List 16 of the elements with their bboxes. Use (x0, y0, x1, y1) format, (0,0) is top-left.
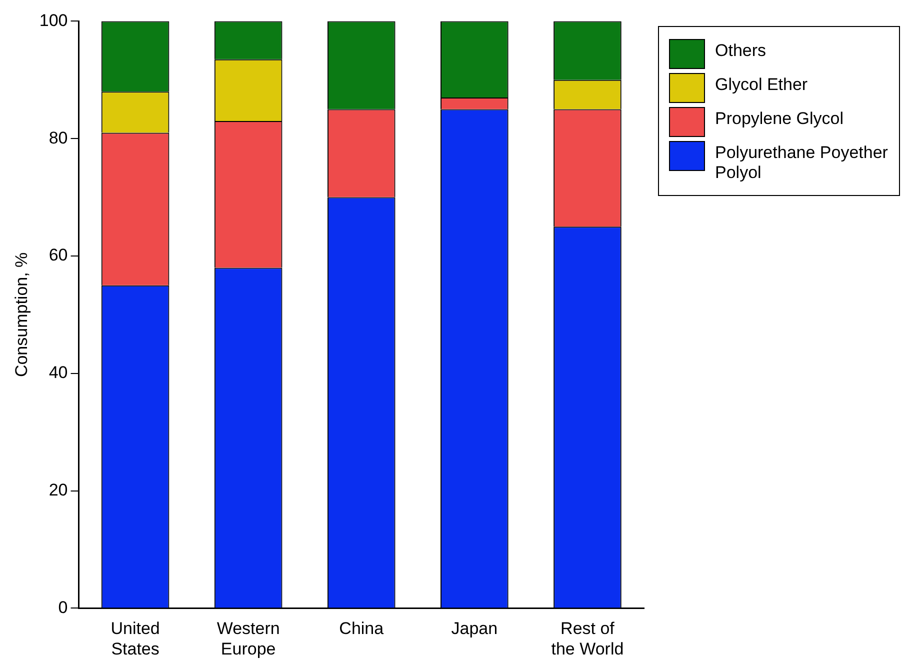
legend-label: Others (715, 40, 766, 61)
legend-label: Polyurethane Poyether Polyol (715, 142, 889, 183)
x-tick-label: Japan (451, 619, 498, 638)
x-tick-label: United States (110, 619, 160, 658)
y-axis-title: Consumption, % (12, 252, 31, 378)
x-tick-label: Rest of the World (551, 619, 624, 658)
y-tick-label: 20 (48, 480, 68, 500)
y-tick-label: 60 (48, 246, 68, 265)
y-tick-label: 40 (48, 363, 68, 382)
legend-label: Glycol Ether (715, 74, 808, 95)
x-tick-label: China (339, 619, 384, 638)
legend-label: Propylene Glycol (715, 108, 844, 129)
y-tick-label: 100 (39, 10, 68, 30)
y-tick-label: 0 (58, 598, 68, 617)
x-tick-label: Western Europe (216, 619, 280, 658)
y-tick-label: 80 (48, 128, 68, 148)
